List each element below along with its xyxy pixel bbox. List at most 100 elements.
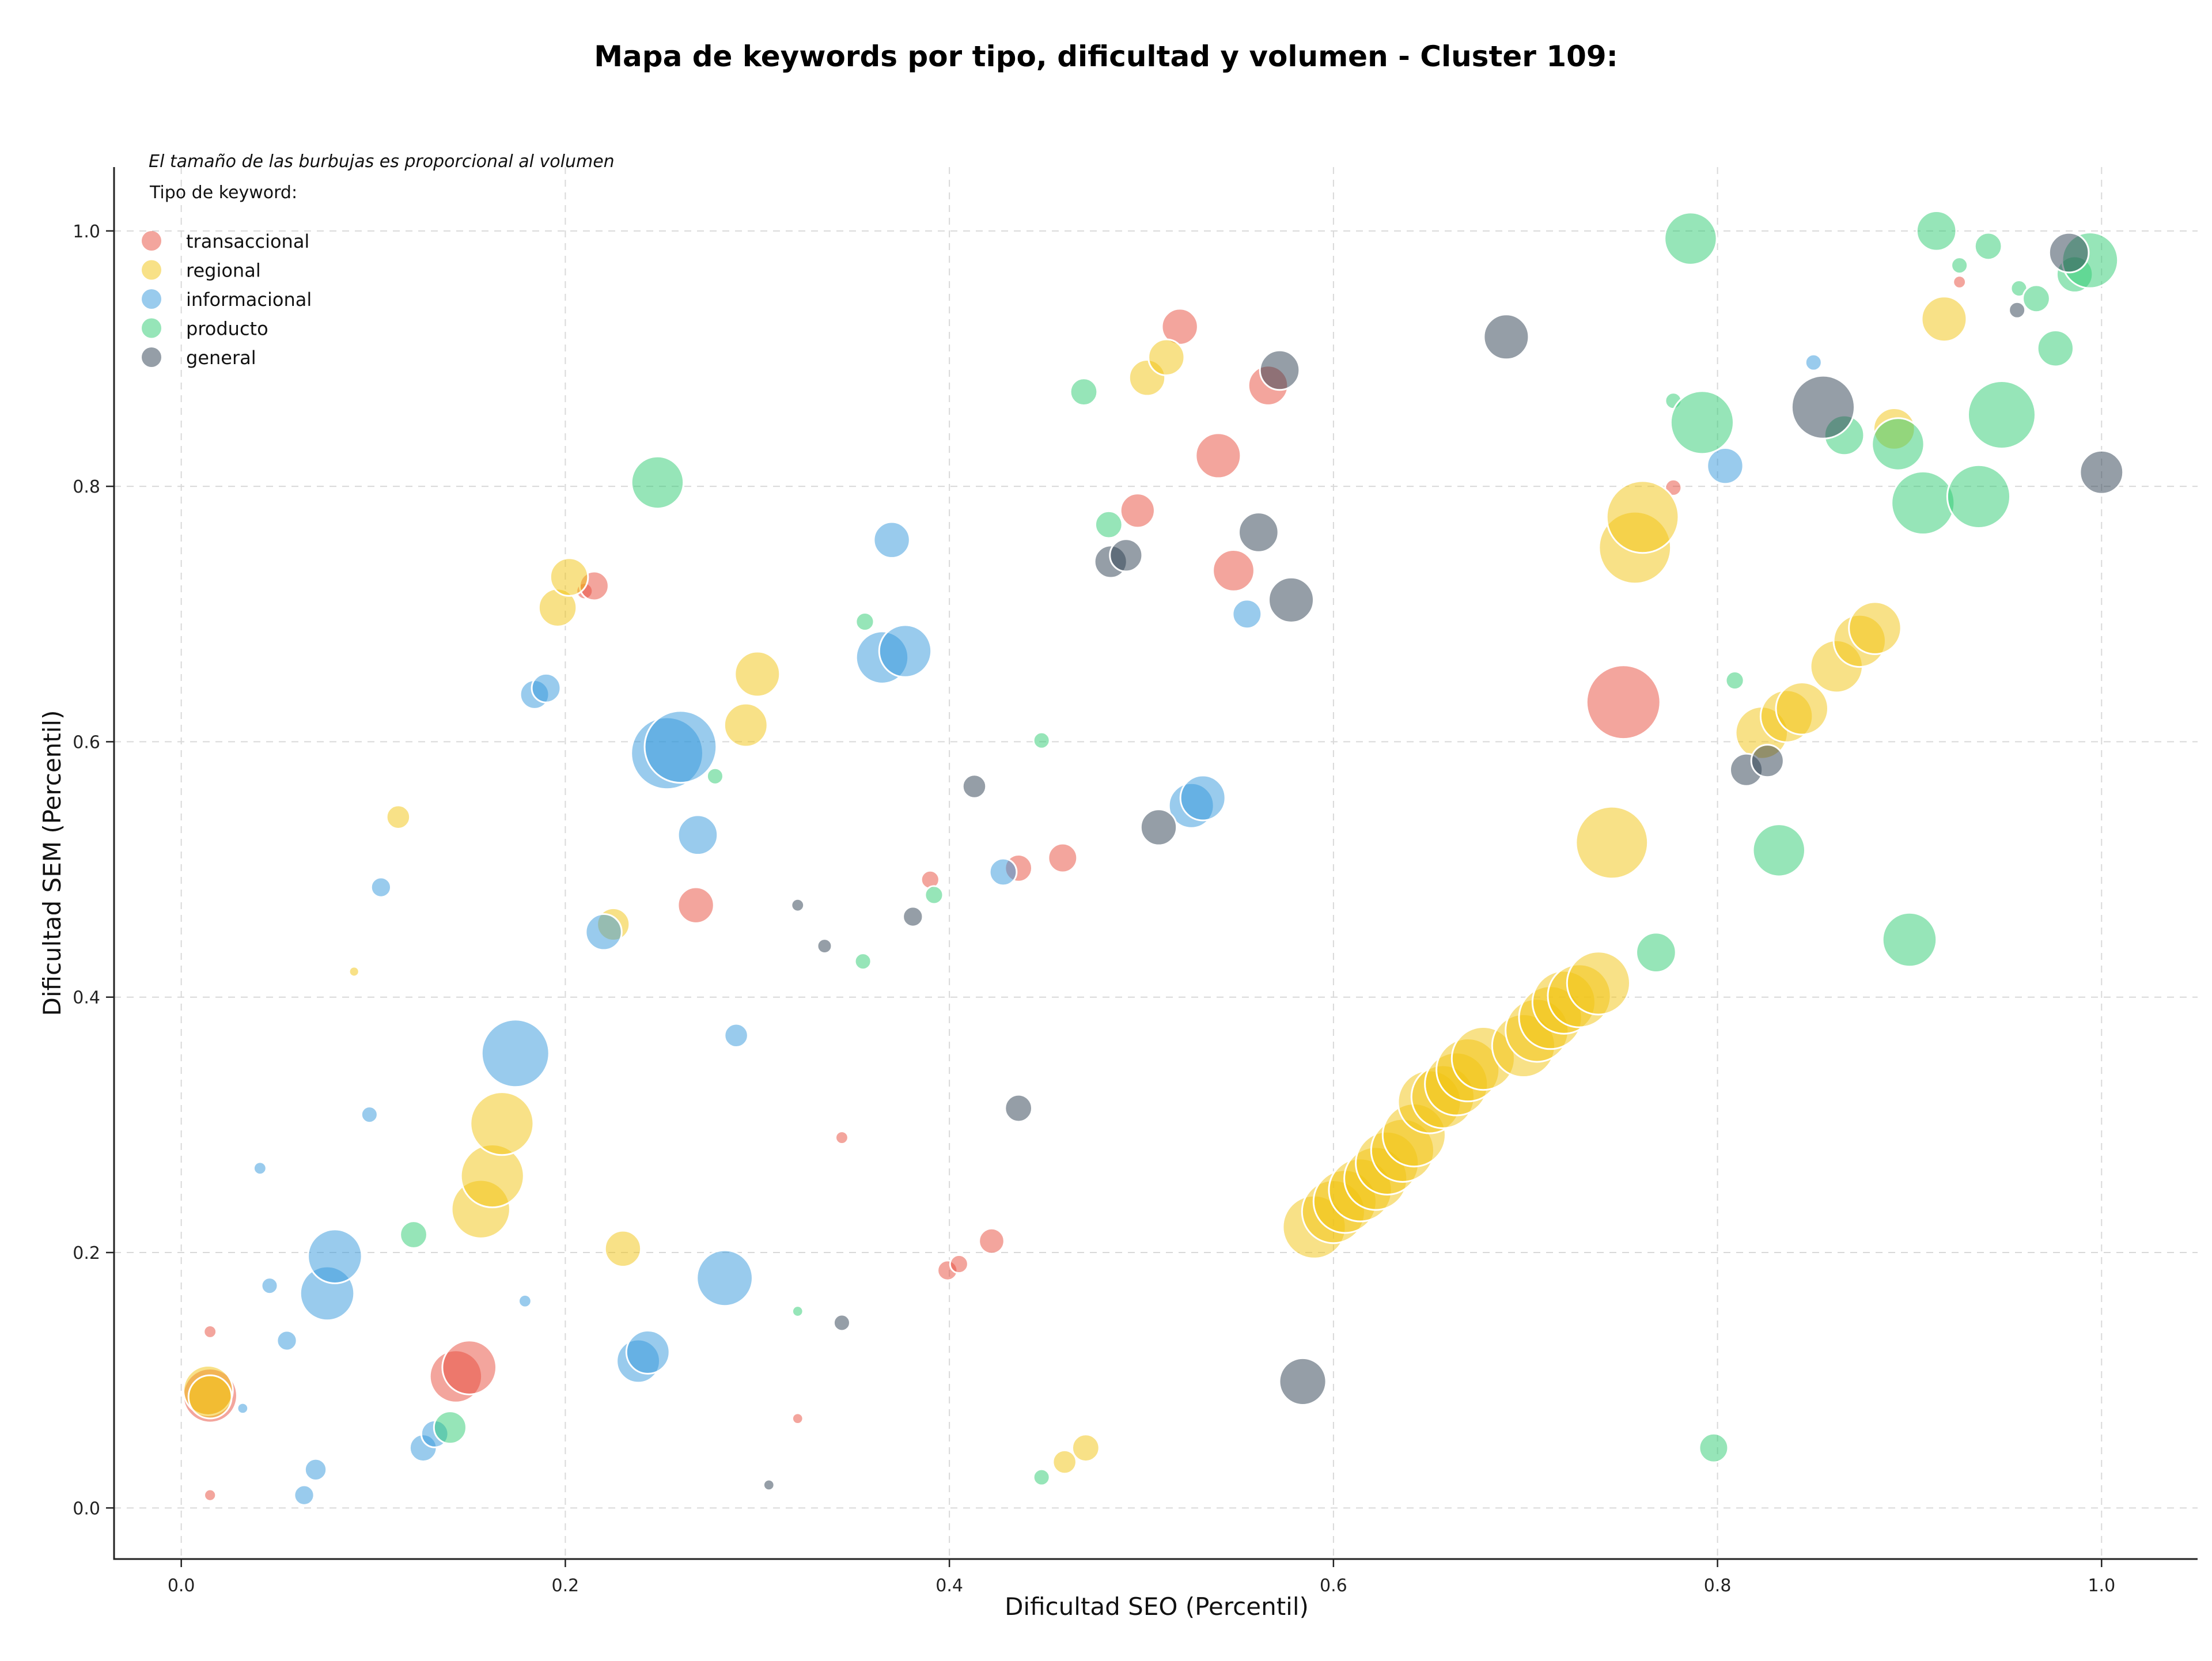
bubble-producto [433,1410,467,1445]
bubble-general [902,906,924,928]
x-tick-label: 0.4 [935,1576,963,1596]
bubble-regional [1071,1433,1100,1463]
bubble-general [1109,538,1143,573]
bubble-producto [1669,390,1735,455]
bubble-transaccional [791,1412,804,1425]
bubble-informacional [1232,599,1263,630]
x-tick-label: 0.6 [1320,1576,1347,1596]
bubble-producto [630,455,685,510]
bubble-transaccional [441,1340,498,1395]
bubble-informacional [677,814,719,856]
bubble-producto [706,767,724,785]
bubble-producto [1069,377,1099,407]
legend-label-regional: regional [186,260,261,282]
bubble-producto [1974,232,2003,261]
bubble-producto [1032,1468,1051,1486]
bubble-general [1750,744,1785,778]
y-tick-label: 0.6 [73,732,100,752]
bubble-producto [791,1305,804,1318]
bubble-informacional [696,1249,753,1307]
bubble-regional [604,1229,642,1268]
bubble-regional [1921,296,1968,343]
bubble-producto [1871,417,1925,471]
bubble-general [832,1314,851,1332]
grid-lines [114,167,2198,1559]
bubble-regional [1052,1449,1077,1475]
bubble-producto [1950,256,1969,275]
bubble-producto [1946,464,2012,529]
legend-title: Tipo de keyword: [149,183,297,203]
axis-spines [113,167,2198,1560]
bubble-regional [734,650,781,698]
bubble-transaccional [1952,275,1967,289]
bubble-regional [385,804,411,830]
bubble-transaccional [949,1254,969,1274]
bubble-informacional [585,913,623,951]
bubble-regional [723,702,768,748]
bubble-producto [1032,731,1051,750]
bubble-general [816,938,833,955]
bubble-informacional [878,624,933,678]
bubble-general [1139,808,1178,846]
bubble-regional [1575,805,1649,880]
bubble-regional [1147,338,1185,376]
bubble-informacional [1179,774,1226,822]
bubble-regional [1566,951,1631,1016]
bubble-transaccional [1585,664,1661,740]
legend-label-producto: producto [186,318,268,340]
bubble-informacional [360,1106,378,1124]
x-tick-label: 0.8 [1704,1576,1732,1596]
bubble-transaccional [203,1325,218,1339]
bubble-general [2008,301,2027,319]
bubble-transaccional [978,1227,1005,1255]
legend-label-informacional: informacional [186,289,312,311]
bubble-informacional [293,1484,315,1506]
bubble-general [762,1478,775,1492]
bubble-general [2048,232,2090,274]
bubble-producto [1725,670,1745,691]
bubble-general [2079,449,2124,495]
bubble-informacional [873,521,911,559]
bubble-transaccional [1119,493,1156,529]
bubble-producto [1752,823,1806,877]
legend: Tipo de keyword: transaccional regional in… [142,183,312,369]
bubble-informacional [236,1402,249,1415]
x-axis-label: Dificultad SEO (Percentil) [1005,1592,1309,1621]
y-tick-label: 0.8 [73,477,100,497]
x-tick-label: 0.0 [168,1576,195,1596]
legend-marker-transaccional [142,231,161,251]
bubble-transaccional [203,1488,217,1502]
bubble-producto [854,952,872,971]
bubble-regional [1848,601,1902,655]
legend-marker-producto [142,318,161,338]
legend-marker-informacional [142,289,161,309]
bubble-size-note: El tamaño de las burbujas es proporciona… [149,152,615,172]
x-axis-ticks: 0.0 0.2 0.4 0.6 0.8 1.0 [168,1559,2115,1596]
bubble-general [1238,512,1279,553]
bubble-transaccional [1195,432,1242,479]
bubble-general [790,898,805,913]
bubble-producto [2036,330,2075,368]
y-tick-label: 0.4 [73,988,100,1008]
bubble-general [1278,1357,1327,1406]
bubble-informacional [1804,353,1823,372]
legend-label-transaccional: transaccional [186,230,309,252]
legend-marker-regional [142,260,161,280]
bubble-general [961,774,987,799]
x-tick-label: 1.0 [2088,1576,2115,1596]
bubble-producto [924,885,944,905]
legend-marker-general [142,347,161,367]
bubble-producto [399,1220,428,1249]
bubble-producto [2022,284,2051,313]
bubble-regional [1775,682,1830,736]
bubble-informacional [260,1277,279,1295]
bubble-informacional [304,1458,328,1482]
y-tick-label: 0.0 [73,1499,100,1519]
x-tick-label: 0.2 [552,1576,579,1596]
bubble-regional [187,1374,233,1420]
bubble-transaccional [1212,549,1255,592]
bubble-producto [1881,911,1938,968]
bubble-informacional [276,1330,298,1352]
bubble-producto [1094,510,1123,539]
